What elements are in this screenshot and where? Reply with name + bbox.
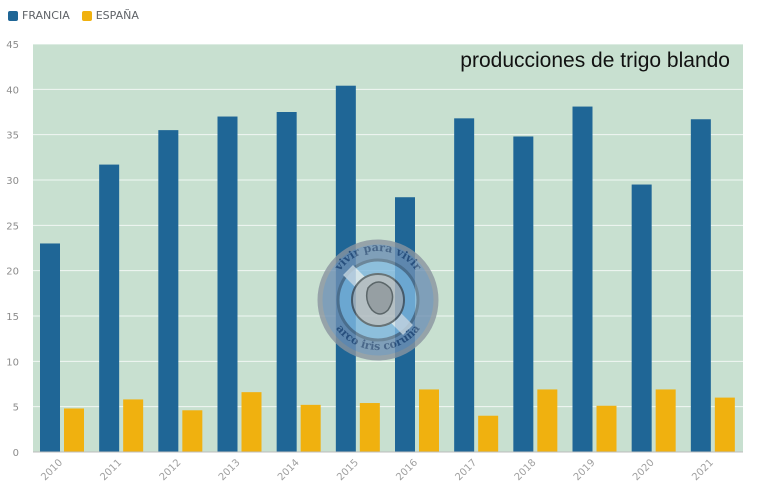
x-tick-label: 2013: [217, 457, 243, 483]
x-tick-label: 2012: [158, 457, 184, 483]
x-tick-label: 2018: [513, 457, 539, 483]
y-tick-label: 20: [6, 267, 19, 278]
bar-francia-2019[interactable]: [572, 106, 593, 452]
x-tick-label: 2017: [454, 457, 480, 483]
x-tick-label: 2014: [276, 457, 302, 483]
y-tick-label: 35: [6, 131, 19, 142]
y-axis: 0 5 10 15 20 25 30 35 40 45: [6, 40, 19, 459]
y-tick-label: 45: [6, 40, 19, 51]
chart-title: producciones de trigo blando: [460, 49, 730, 72]
bar-espana-2018[interactable]: [537, 389, 558, 452]
bar-francia-2014[interactable]: [276, 112, 297, 452]
y-tick-label: 0: [13, 448, 19, 459]
bar-francia-2021[interactable]: [690, 119, 711, 453]
bar-francia-2012[interactable]: [158, 130, 179, 452]
x-tick-label: 2019: [572, 457, 598, 483]
x-tick-label: 2010: [39, 457, 65, 483]
bar-espana-2010[interactable]: [64, 408, 84, 452]
y-tick-label: 10: [6, 357, 19, 368]
bar-francia-2011[interactable]: [99, 164, 120, 452]
x-tick-label: 2015: [335, 457, 361, 483]
bar-espana-2014[interactable]: [300, 404, 321, 452]
x-tick-label: 2021: [690, 457, 716, 483]
y-tick-label: 30: [6, 176, 19, 187]
legend-item-espana[interactable]: ESPAÑA: [81, 9, 139, 22]
y-tick-label: 5: [13, 403, 19, 414]
watermark-seal: vivir para vivir arco iris coruña: [317, 239, 439, 361]
bar-espana-2019[interactable]: [596, 405, 617, 452]
bar-francia-2013[interactable]: [217, 116, 238, 453]
gridlines: [33, 43, 743, 453]
legend-label-espana: ESPAÑA: [95, 9, 139, 22]
bar-espana-2012[interactable]: [182, 410, 203, 452]
x-tick-label: 2020: [631, 457, 657, 483]
x-axis: 2010 2011 2012 2013 2014 2015 2016 2017 2018 2019…: [33, 451, 743, 483]
legend-label-francia: FRANCIA: [22, 9, 70, 22]
bar-francia-2018[interactable]: [513, 136, 534, 453]
bar-francia-2020[interactable]: [631, 184, 652, 453]
y-tick-label: 15: [6, 312, 19, 323]
x-tick-label: 2011: [99, 457, 125, 483]
bar-espana-2020[interactable]: [655, 389, 676, 452]
bar-espana-2017[interactable]: [478, 415, 499, 452]
x-tick-label: 2016: [394, 457, 420, 483]
bar-espana-2021[interactable]: [714, 397, 735, 452]
bar-espana-2013[interactable]: [241, 392, 262, 452]
bar-espana-2011[interactable]: [123, 399, 144, 452]
y-tick-label: 40: [6, 85, 19, 96]
bar-francia-2017[interactable]: [454, 118, 475, 452]
legend-swatch-francia: [8, 10, 18, 21]
y-tick-label: 25: [6, 221, 19, 232]
chart-legend: FRANCIA ESPAÑA: [8, 9, 139, 22]
legend-swatch-espana: [81, 10, 92, 21]
bar-francia-2010[interactable]: [40, 243, 60, 452]
legend-item-francia[interactable]: FRANCIA: [8, 9, 70, 22]
bar-espana-2016[interactable]: [419, 389, 439, 452]
bar-espana-2015[interactable]: [359, 403, 380, 452]
